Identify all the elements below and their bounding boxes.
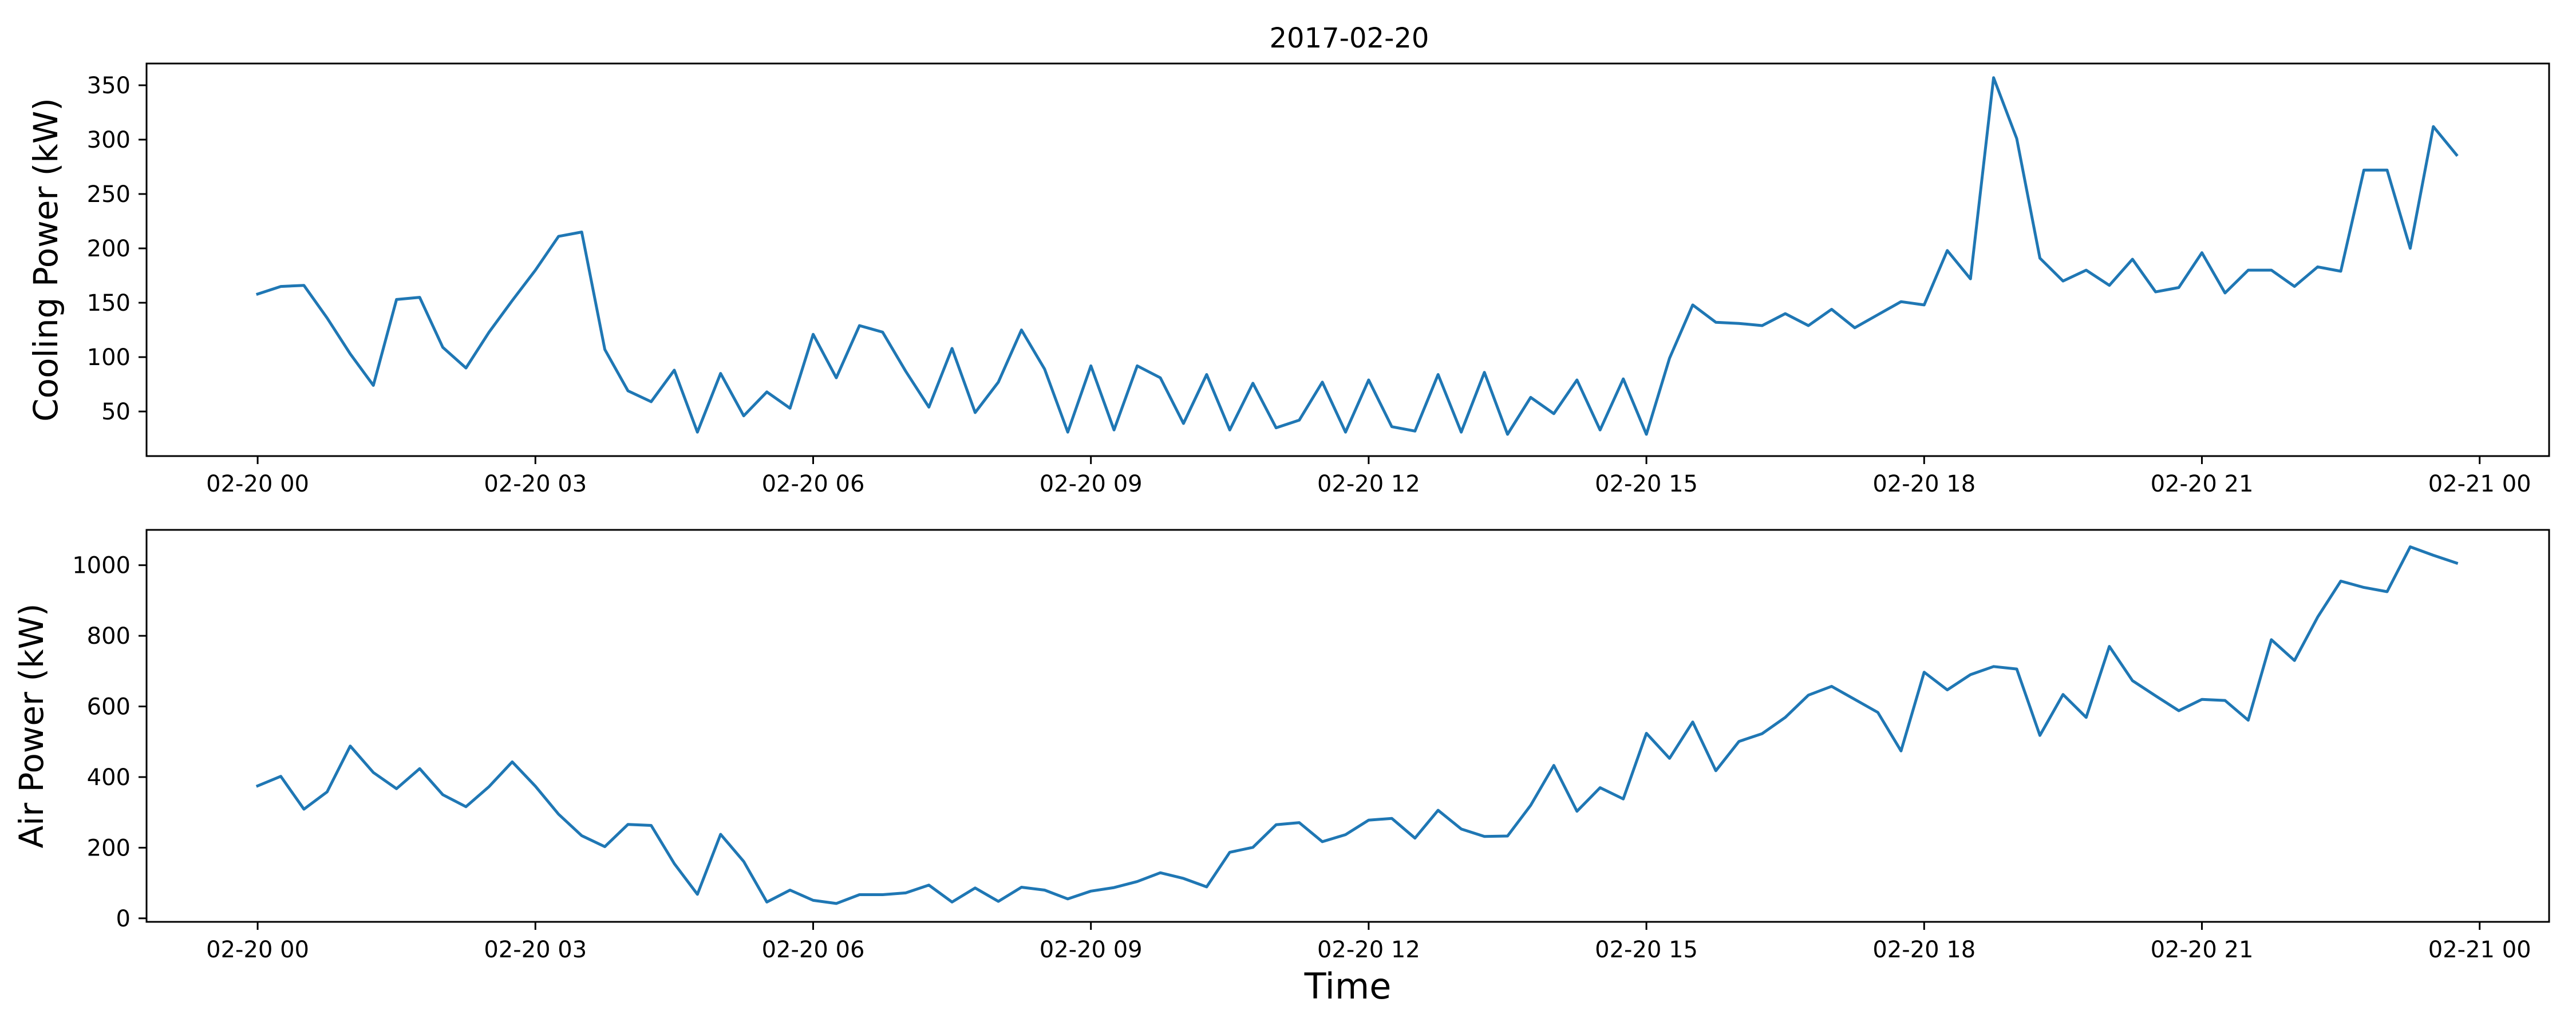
x-tick-label: 02-20 03	[484, 471, 587, 497]
figure-title: 2017-02-20	[1270, 22, 1429, 54]
x-tick-label: 02-20 00	[206, 937, 309, 963]
y-axis-label: Cooling Power (kW)	[26, 98, 65, 422]
x-tick-label: 02-20 03	[484, 937, 587, 963]
x-tick-label: 02-20 09	[1040, 937, 1143, 963]
x-tick-label: 02-21 00	[2428, 471, 2531, 497]
x-tick-label: 02-20 21	[2151, 471, 2254, 497]
y-tick-label: 200	[87, 835, 131, 861]
cooling-power-series-line	[255, 76, 2459, 436]
x-tick-label: 02-20 15	[1595, 937, 1698, 963]
axes-frame	[145, 529, 2550, 923]
y-tick-label: 150	[87, 290, 131, 316]
y-tick-label: 300	[87, 127, 131, 153]
y-tick-label: 350	[87, 73, 131, 99]
x-axis-label: Time	[1304, 965, 1392, 1007]
y-tick-label: 250	[87, 181, 131, 208]
x-tick-label: 02-20 12	[1317, 471, 1420, 497]
air-power-series-line	[255, 545, 2459, 905]
x-tick-label: 02-20 21	[2151, 937, 2254, 963]
y-tick-label: 100	[87, 344, 131, 371]
y-tick-label: 0	[116, 906, 131, 932]
x-tick-label: 02-21 00	[2428, 937, 2531, 963]
x-tick-label: 02-20 06	[762, 937, 865, 963]
x-tick-label: 02-20 15	[1595, 471, 1698, 497]
x-tick-label: 02-20 12	[1317, 937, 1420, 963]
x-tick-label: 02-20 00	[206, 471, 309, 497]
axes-frame	[145, 62, 2550, 457]
y-tick-label: 400	[87, 764, 131, 791]
y-axis-label: Air Power (kW)	[12, 603, 51, 848]
y-tick-label: 600	[87, 694, 131, 720]
x-tick-label: 02-20 06	[762, 471, 865, 497]
x-tick-label: 02-20 18	[1872, 937, 1976, 963]
y-tick-label: 200	[87, 236, 131, 262]
y-tick-label: 1000	[72, 553, 131, 579]
y-tick-label: 800	[87, 623, 131, 649]
cooling-power-panel: 02-20 00 02-20 03 02-20 06 02-20 09 02-20 12…	[26, 62, 2550, 497]
x-tick-label: 02-20 09	[1040, 471, 1143, 497]
x-tick-label: 02-20 18	[1872, 471, 1976, 497]
y-tick-label: 50	[101, 399, 131, 425]
air-power-panel: 02-20 00 02-20 03 02-20 06 02-20 09 02-20 12…	[12, 529, 2550, 1007]
